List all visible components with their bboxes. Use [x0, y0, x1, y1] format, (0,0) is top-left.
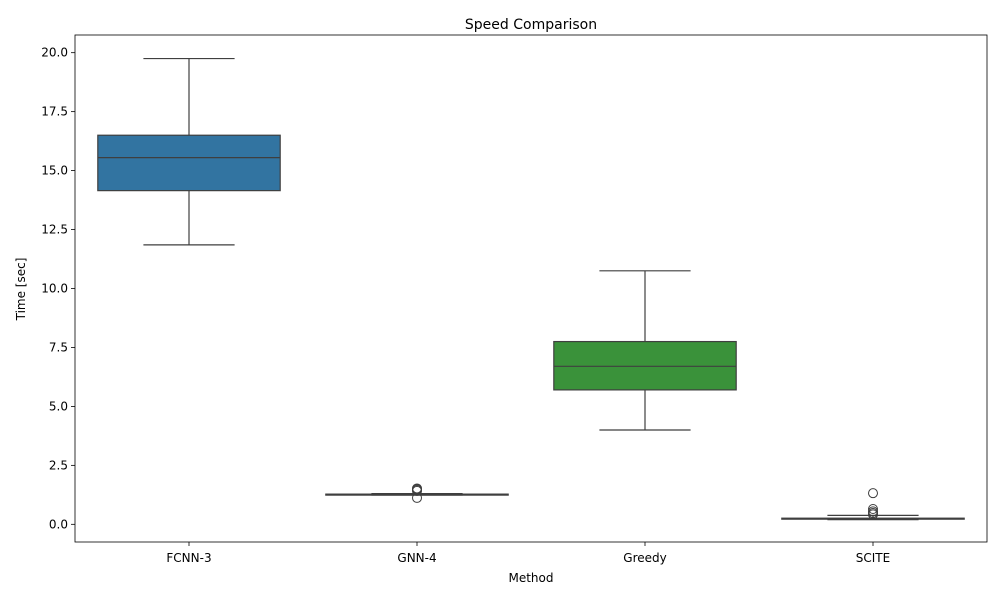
y-tick-label: 10.0	[41, 282, 68, 296]
outlier-point	[868, 503, 878, 514]
y-tick-label: 17.5	[41, 105, 68, 119]
y-tick-label: 5.0	[49, 399, 68, 413]
x-axis-label: Method	[508, 571, 553, 585]
y-tick-label: 15.0	[41, 164, 68, 178]
y-tick-label: 12.5	[41, 223, 68, 237]
outlier-point	[412, 483, 422, 494]
outlier-point	[868, 506, 878, 517]
chart-title: Speed Comparison	[465, 17, 597, 33]
y-tick-label: 0.0	[49, 517, 68, 531]
y-axis-label: Time [sec]	[14, 258, 28, 322]
outlier-point	[868, 488, 878, 499]
box-fcnn-3	[97, 134, 281, 192]
y-tick-label: 20.0	[41, 46, 68, 60]
x-tick-label: FCNN-3	[166, 551, 211, 565]
x-tick-label: GNN-4	[397, 551, 436, 565]
y-tick-label: 2.5	[49, 458, 68, 472]
x-tick-label: Greedy	[623, 551, 666, 565]
plot-frame	[74, 34, 988, 543]
y-tick-label: 7.5	[49, 340, 68, 354]
x-tick-label: SCITE	[856, 551, 890, 565]
